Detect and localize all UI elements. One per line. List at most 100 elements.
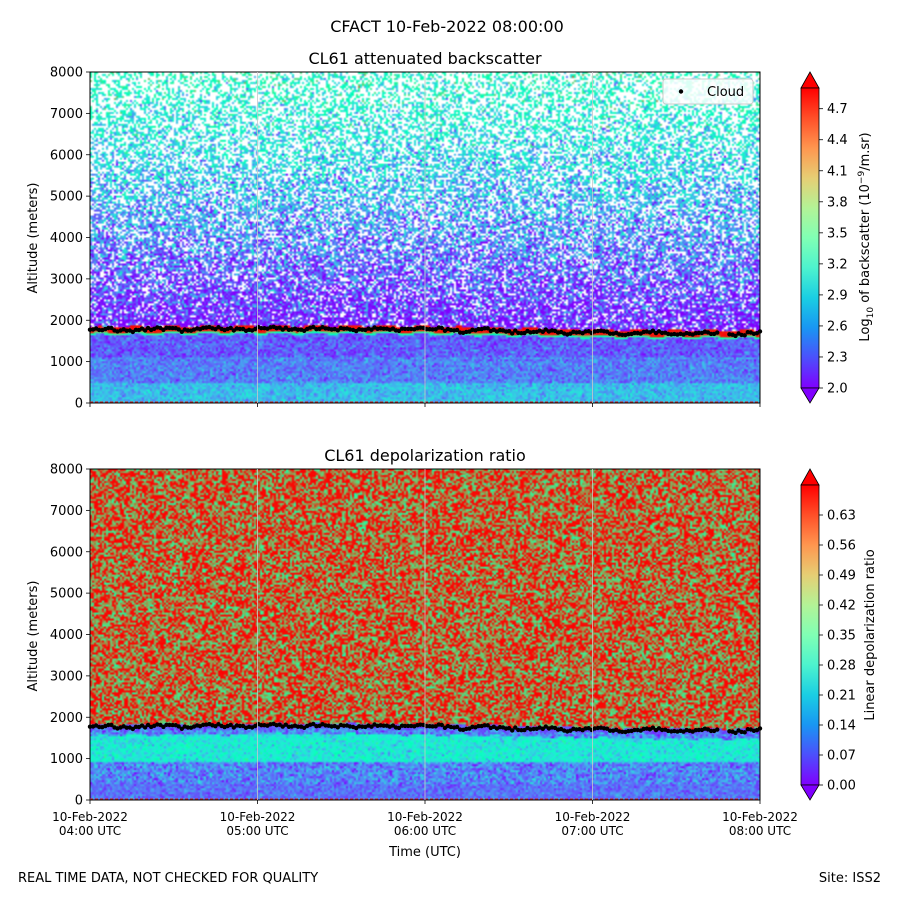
cloud-base-point	[650, 328, 656, 333]
y-tick-label: 1000	[50, 752, 83, 767]
cloud-base-point	[696, 330, 701, 336]
y-tick-label: 4000	[50, 628, 83, 643]
cb-label-log: Log	[858, 318, 873, 341]
cloud-base-point	[295, 724, 301, 729]
site-label: Site: ISS2	[819, 871, 881, 886]
legend-cloud-label: Cloud	[707, 85, 744, 100]
cloud-base-point	[228, 325, 233, 331]
cloud-base-point	[439, 325, 444, 331]
backscatter-x-ticks	[89, 72, 761, 407]
backscatter-panel: CL61 attenuated backscatter 0 1000 2000 300…	[26, 49, 876, 412]
cloud-base-point	[430, 724, 435, 729]
x-tick-date: 10-Feb-2022	[220, 810, 296, 824]
cloud-base-point	[485, 723, 490, 728]
cloud-base-point	[161, 724, 166, 730]
y-tick-label: 5000	[50, 190, 83, 205]
cloud-base-point	[176, 724, 181, 729]
depolarization-cloud-base-series	[87, 721, 763, 736]
cloud-base-point	[142, 725, 148, 730]
backscatter-colorbar: 2.0 2.3 2.6 2.9 3.2 3.5 3.8 4.1 4.4 4.7 Log10 of …	[800, 71, 876, 404]
y-tick-label: 2000	[50, 314, 83, 329]
y-tick-label: 2000	[50, 711, 83, 726]
cloud-base-point	[259, 723, 264, 728]
cloud-base-point	[485, 326, 490, 331]
cb-label-sup: −9	[857, 171, 867, 185]
colorbar-tick-label: 3.2	[827, 257, 848, 272]
cloud-base-point	[506, 329, 512, 334]
backscatter-colorbar-ticks: 2.0 2.3 2.6 2.9 3.2 3.5 3.8 4.1 4.4 4.7	[819, 102, 848, 397]
colorbar-tick-label: 3.5	[827, 226, 848, 241]
cloud-base-point	[130, 726, 135, 732]
colorbar-tick-label: 2.0	[827, 382, 848, 397]
colorbar-tick-label: 4.7	[827, 102, 848, 117]
cloud-base-point	[715, 727, 720, 732]
cloud-base-point	[513, 725, 518, 730]
cb-label-suffix: /m.sr)	[858, 132, 873, 170]
depolarization-colorbar-min-extend	[800, 784, 820, 801]
colorbar-tick-label: 0.07	[827, 749, 856, 764]
cloud-base-point	[396, 725, 402, 731]
cloud-base-point	[283, 722, 288, 727]
cloud-base-point	[259, 326, 264, 331]
cloud-base-point	[476, 326, 481, 332]
cloud-base-point	[176, 327, 181, 332]
colorbar-tick-label: 2.3	[827, 350, 848, 365]
cloud-base-point	[607, 728, 613, 733]
colorbar-tick-label: 0.28	[827, 659, 856, 674]
y-tick-label: 6000	[50, 545, 83, 560]
cloud-base-point	[454, 724, 460, 730]
backscatter-y-label: Altitude (meters)	[26, 183, 41, 294]
cloud-base-point	[402, 326, 408, 332]
cloud-base-point	[506, 726, 512, 731]
x-tick-time: 06:00 UTC	[394, 824, 456, 838]
legend-cloud-marker	[678, 89, 684, 94]
cloud-base-point	[381, 723, 386, 728]
depolarization-colorbar-max-extend	[800, 468, 820, 486]
depolarization-title: CL61 depolarization ratio	[324, 446, 526, 465]
backscatter-colorbar-gradient	[800, 87, 820, 389]
cloud-base-point	[607, 331, 613, 336]
colorbar-tick-label: 4.1	[827, 164, 848, 179]
cloud-base-point	[396, 328, 402, 334]
y-tick-label: 7000	[50, 504, 83, 519]
y-tick-label: 0	[75, 794, 83, 809]
colorbar-tick-label: 0.00	[827, 779, 856, 794]
cloud-base-point	[522, 727, 527, 733]
cloud-base-point	[170, 722, 175, 728]
cb-label-mid: of backscatter (10	[858, 184, 873, 307]
x-tick-date: 10-Feb-2022	[722, 810, 798, 824]
colorbar-tick-label: 0.49	[827, 569, 856, 584]
y-tick-label: 6000	[50, 148, 83, 163]
x-tick-date: 10-Feb-2022	[387, 810, 463, 824]
colorbar-tick-label: 0.14	[827, 719, 856, 734]
colorbar-tick-label: 0.21	[827, 689, 856, 704]
x-axis-label: Time (UTC)	[388, 845, 461, 860]
cloud-base-point	[742, 730, 747, 735]
x-tick-date: 10-Feb-2022	[52, 810, 128, 824]
cloud-base-point	[513, 328, 518, 333]
depolarization-colorbar-label: Linear depolarization ratio	[863, 549, 878, 720]
cloud-base-point	[283, 325, 288, 330]
cb-label-sub: 10	[866, 307, 876, 319]
cloud-base-point	[228, 722, 233, 728]
colorbar-tick-label: 0.63	[827, 509, 856, 524]
y-tick-label: 1000	[50, 355, 83, 370]
cloud-base-point	[295, 327, 301, 332]
depolarization-colorbar: 0.00 0.07 0.14 0.21 0.28 0.35 0.42 0.49 0.56 0.63…	[800, 468, 878, 801]
cloud-base-point	[311, 721, 316, 727]
cloud-base-point	[715, 330, 720, 335]
cloud-base-point	[237, 326, 243, 332]
x-tick-time: 08:00 UTC	[729, 824, 791, 838]
cloud-base-point	[476, 723, 481, 729]
y-tick-label: 3000	[50, 669, 83, 684]
colorbar-tick-label: 2.9	[827, 288, 848, 303]
cloud-base-point	[109, 722, 114, 728]
y-tick-label: 4000	[50, 231, 83, 246]
backscatter-title: CL61 attenuated backscatter	[308, 49, 542, 68]
cloud-base-point	[510, 331, 515, 336]
cloud-base-point	[454, 327, 460, 333]
cloud-base-point	[142, 328, 148, 333]
depolarization-panel: CL61 depolarization ratio 0 1000 2000 3000 4…	[26, 446, 878, 860]
y-tick-label: 3000	[50, 272, 83, 287]
backscatter-legend: Cloud	[662, 78, 754, 105]
